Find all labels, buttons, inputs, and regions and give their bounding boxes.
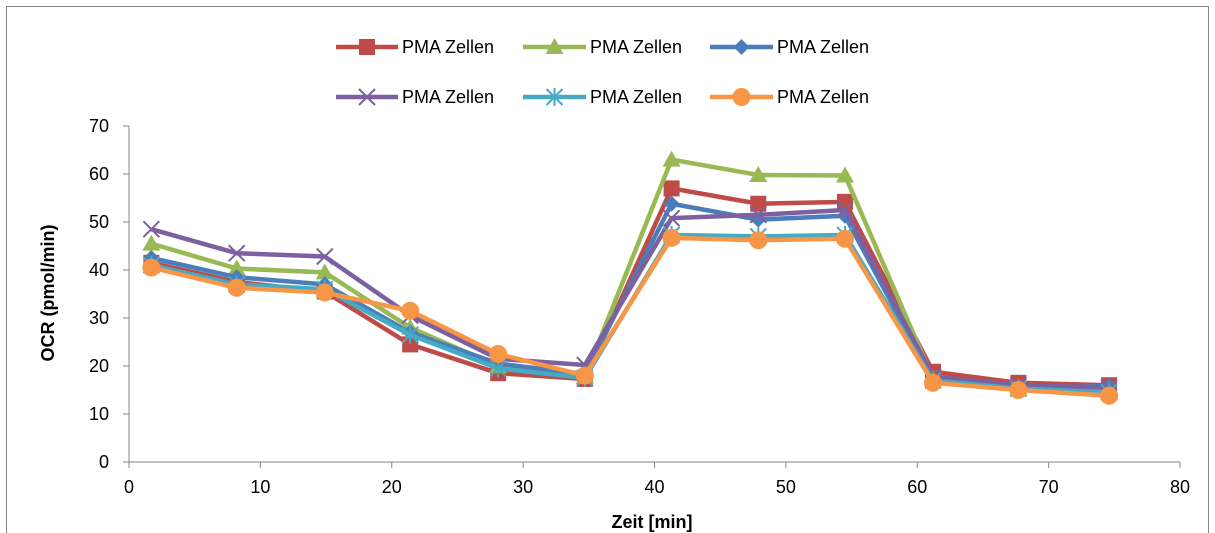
data-point	[749, 165, 768, 182]
y-tick-label: 70	[89, 116, 109, 136]
series-6	[142, 228, 1119, 405]
data-point	[142, 234, 161, 251]
data-point	[924, 373, 943, 392]
data-point	[401, 301, 420, 320]
data-point	[575, 366, 594, 385]
data-point	[662, 228, 681, 247]
y-tick-label: 10	[89, 404, 109, 424]
data-point	[750, 195, 767, 212]
legend-entry: PMA Zellen	[523, 37, 682, 57]
data-point	[1100, 386, 1119, 405]
legend: PMA Zellen PMA Zellen PMA Zellen PMA Zellen…	[336, 37, 869, 107]
plot-area	[142, 150, 1119, 405]
legend-entry: PMA Zellen	[523, 87, 682, 107]
x-tick-label: 10	[250, 477, 270, 497]
legend-entry: PMA Zellen	[710, 37, 869, 57]
data-point	[663, 195, 680, 212]
y-tick-label: 20	[89, 356, 109, 376]
data-point	[835, 229, 854, 248]
legend-entry: PMA Zellen	[336, 37, 494, 57]
y-axis-title: OCR (pmol/min)	[38, 225, 58, 362]
x-tick-label: 50	[776, 477, 796, 497]
data-point	[749, 231, 768, 250]
data-point	[315, 283, 334, 302]
legend-label: PMA Zellen	[777, 87, 869, 107]
data-point	[1009, 381, 1028, 399]
data-point	[227, 278, 246, 297]
data-point	[402, 336, 419, 353]
data-point	[228, 244, 246, 262]
data-point	[662, 150, 681, 167]
data-point	[316, 247, 334, 266]
data-point	[835, 166, 854, 183]
series-line	[150, 235, 1110, 399]
data-point	[315, 263, 334, 280]
y-tick-label: 40	[89, 260, 109, 280]
series-line	[150, 207, 1110, 390]
x-tick-label: 30	[513, 477, 533, 497]
data-point	[489, 345, 508, 363]
data-point	[749, 206, 767, 224]
legend-label: PMA Zellen	[402, 87, 494, 107]
y-tick-label: 0	[99, 452, 109, 472]
legend-entry: PMA Zellen	[336, 87, 494, 107]
x-tick-label: 0	[124, 477, 134, 497]
y-tick-label: 60	[89, 164, 109, 184]
data-point	[142, 220, 161, 238]
y-tick-label: 50	[89, 212, 109, 232]
legend-marker	[733, 39, 750, 55]
data-point	[836, 201, 854, 219]
y-tick-label: 30	[89, 308, 109, 328]
data-point	[662, 209, 681, 227]
x-axis-title: Zeit [min]	[612, 512, 693, 532]
x-tick-label: 40	[644, 477, 664, 497]
legend-entry: PMA Zellen	[710, 87, 869, 107]
legend-marker	[545, 38, 564, 54]
x-tick-label: 70	[1039, 477, 1059, 497]
x-tick-label: 20	[382, 477, 402, 497]
legend-marker	[358, 88, 376, 106]
legend-marker	[545, 88, 564, 106]
data-point	[663, 180, 680, 197]
x-tick-label: 60	[907, 477, 927, 497]
legend-label: PMA Zellen	[590, 37, 682, 57]
data-point	[836, 193, 853, 210]
data-point	[142, 258, 161, 277]
legend-label: PMA Zellen	[402, 37, 494, 57]
axes: 0 10 20 30 40 50 60 70 0 10 20 30 40 50 60 70 80	[89, 116, 1190, 497]
legend-label: PMA Zellen	[590, 87, 682, 107]
legend-label: PMA Zellen	[777, 37, 869, 57]
x-tick-label: 80	[1170, 477, 1190, 497]
legend-marker	[359, 39, 375, 55]
legend-marker	[732, 88, 751, 106]
data-point	[227, 259, 246, 276]
data-point	[401, 325, 419, 344]
